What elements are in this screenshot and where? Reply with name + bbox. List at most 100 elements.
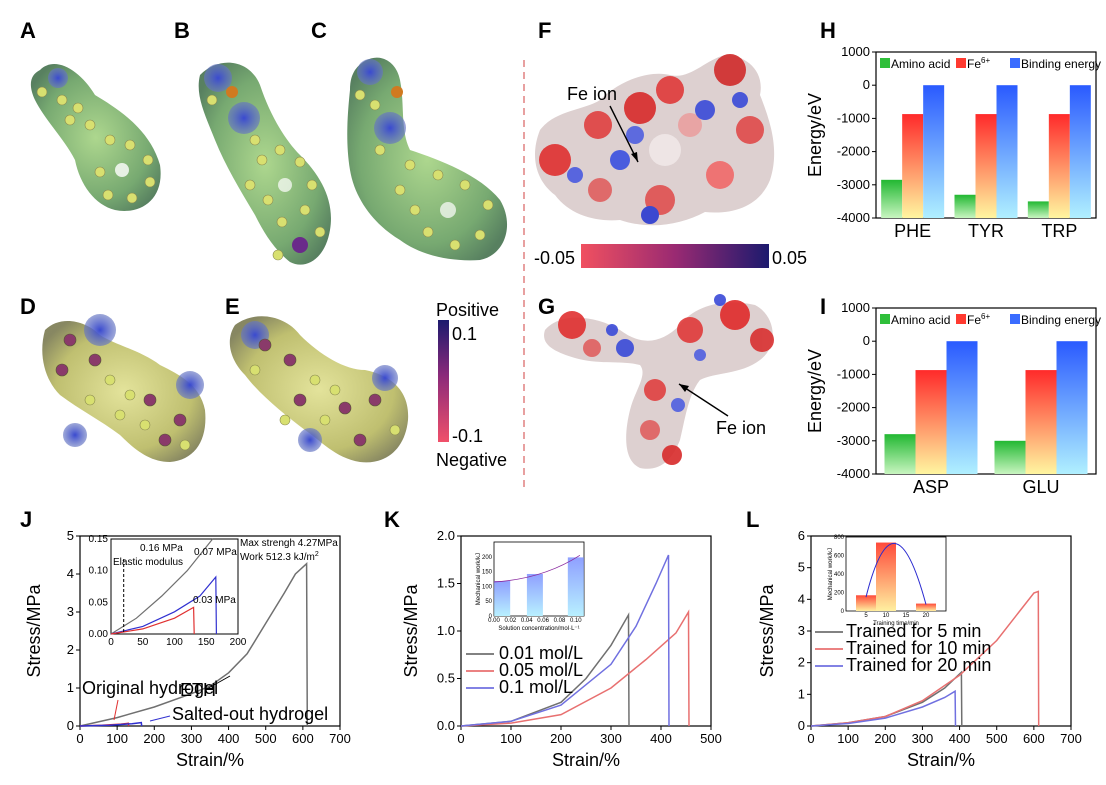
molecule-c (347, 57, 508, 261)
chart-l-xlabel: Strain/% (907, 750, 975, 770)
chart-k-xlabel: Strain/% (552, 750, 620, 770)
chartI-bar (915, 370, 947, 474)
chart-j-xtick-label: 300 (181, 731, 203, 746)
colorbar-de-bar (438, 320, 449, 442)
chartI-ytick-label: 1000 (841, 300, 870, 315)
chart-k-inset-xtick: 0.02 (505, 618, 517, 624)
chart-j-xtick-label: 0 (76, 731, 83, 746)
chart-l-inset-ytick: 0 (841, 609, 845, 615)
chart-k-xtick-label: 500 (700, 731, 722, 746)
chart-k-legend-label: 0.01 mol/L (499, 643, 583, 663)
chartH-bar (1048, 114, 1070, 218)
chart-j-label-salted: Salted-out hydrogel (172, 704, 328, 724)
chart-k-inset-xtick: 0.04 (521, 618, 533, 624)
chartI-legend-label: Amino acid (891, 313, 950, 327)
chart-j-xtick-label: 200 (143, 731, 165, 746)
chart-l-ytick-label: 3 (798, 623, 805, 638)
chartH-bar (996, 85, 1018, 218)
molecule-b (198, 62, 331, 265)
chart-j-inset-series-line (110, 606, 195, 635)
chartH-ylabel: Energy/eV (805, 93, 825, 177)
chart-k-inset-ytick: 150 (482, 570, 493, 576)
chart-l-ytick-label: 5 (798, 560, 805, 575)
chart-k-inset-xtick: 0.00 (488, 618, 500, 624)
chart-j-series-line (79, 721, 143, 727)
chart-l-legend-label: Trained for 10 min (846, 638, 991, 658)
chart-k-ytick-label: 2.0 (437, 528, 455, 543)
chart-k-ytick-label: 0.0 (437, 718, 455, 733)
chart-k-ytick-label: 1.5 (437, 576, 455, 591)
colorbar-f-max: 0.05 (772, 248, 807, 268)
chart-j-xtick-label: 500 (255, 731, 277, 746)
chart-j-xtick-label: 100 (106, 731, 128, 746)
chartH-bar (902, 114, 924, 218)
chart-l-inset-ylabel: Mechanical work/kJ (828, 548, 834, 600)
chartI-legend-swatch (956, 314, 966, 324)
chart-j-inset-series-line (110, 575, 217, 635)
chartH-ytick-label: -4000 (837, 210, 870, 225)
chart-j-pointer-eth (204, 675, 231, 691)
chartH-bar (1069, 85, 1091, 218)
chartI-category-label: GLU (1022, 477, 1059, 497)
chart-l-series-line (810, 689, 957, 727)
chart-k-legend-label: 0.1 mol/L (499, 677, 573, 697)
chart-k-inset-fit (493, 554, 581, 583)
chart-j-xtick-label: 400 (218, 731, 240, 746)
chart-l-inset-ytick: 400 (834, 572, 845, 578)
chart-j-inset-label-blue: 0.07 MPa (194, 547, 237, 558)
chart-k-legend-label: 0.05 mol/L (499, 660, 583, 680)
chart-l-inset-xtick: 5 (864, 613, 868, 619)
chart-l-xtick-label: 500 (986, 731, 1008, 746)
colorbar-de-max: 0.1 (452, 324, 477, 344)
chart-l-inset-ytick: 600 (834, 554, 845, 560)
panel-label-c: C (311, 18, 327, 43)
chart-j-inset-ytick: 0.10 (89, 566, 109, 577)
colorbar-f-min: -0.05 (534, 248, 575, 268)
molecule-a (30, 64, 161, 211)
colorbar-f: -0.05 0.05 (534, 244, 807, 268)
panel-label-j: J (20, 507, 32, 532)
chart-j-inset-xtick: 200 (230, 637, 247, 648)
chart-l-inset-ytick: 800 (834, 535, 845, 541)
chartI-ytick-label: 0 (863, 333, 870, 348)
chart-j-inset-ytick: 0.15 (89, 534, 109, 545)
chart-l-xtick-label: 300 (912, 731, 934, 746)
fe-ion-arrow-f (609, 105, 639, 163)
chartH-legend-label: Binding energy (1021, 57, 1101, 71)
chartI-ytick-label: -4000 (837, 466, 870, 481)
chart-l-legend-label: Trained for 20 min (846, 655, 991, 675)
panel-label-f: F (538, 18, 551, 43)
chart-j-inset-label-modulus: Elastic modulus (113, 557, 183, 568)
chart-j-ylabel: Stress/MPa (24, 584, 44, 678)
chart-j-inset-xtick: 150 (198, 637, 215, 648)
chartI-bar (1025, 370, 1057, 474)
fe-ion-arrow-g (678, 383, 729, 417)
fe-ion-arrowhead-g (679, 384, 689, 392)
chart-j-xtick-label: 600 (292, 731, 314, 746)
chartI-category-label: ASP (913, 477, 949, 497)
chart-j-inset-series-line (110, 538, 214, 635)
chart-k-ylabel: Stress/MPa (401, 584, 421, 678)
chartH-bar (881, 179, 903, 218)
chartI-bar (1056, 341, 1088, 474)
chartH-category-label: TYR (968, 221, 1004, 241)
panel-label-k: K (384, 507, 400, 532)
chart-l-xtick-label: 200 (874, 731, 896, 746)
chart-l-inset-xtick: 10 (883, 613, 890, 619)
chart-j-ytick-label: 1 (67, 680, 74, 695)
chartH-ytick-label: -1000 (837, 110, 870, 125)
chart-k-inset-xtick: 0.06 (537, 618, 549, 624)
chartH-legend-swatch (956, 58, 966, 68)
chart-l-inset-xlabel: Training time/min (873, 621, 919, 627)
chart-l-xtick-label: 100 (837, 731, 859, 746)
panel-label-h: H (820, 18, 836, 43)
chart-j-annotation-work: Work 512.3 kJ/m2 (240, 551, 319, 563)
chart-j-frame (79, 535, 341, 727)
chart-j-inset-label-red: 0.03 MPa (193, 595, 236, 606)
chartH-legend-label: Fe6+ (967, 56, 990, 71)
chartH-legend-label: Amino acid (891, 57, 950, 71)
chart-j-ytick-label: 5 (67, 528, 74, 543)
chartH-bar (1027, 201, 1049, 218)
chartH-category-label: PHE (894, 221, 931, 241)
